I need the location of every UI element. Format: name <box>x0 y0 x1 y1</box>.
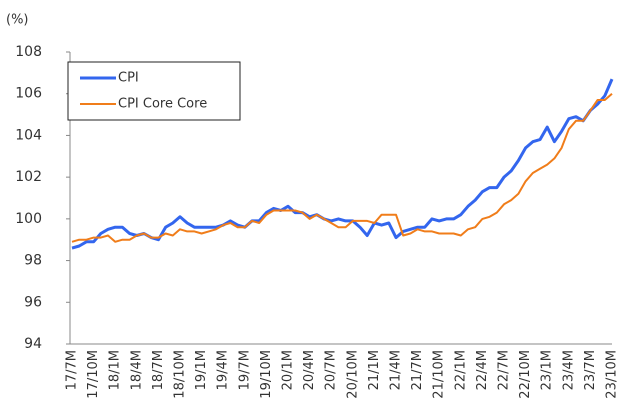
x-tick-label: 19/1M <box>194 350 209 390</box>
y-tick-label: 98 <box>24 253 42 269</box>
y-unit: (%) <box>6 13 29 28</box>
y-tick-label: 108 <box>15 44 42 60</box>
x-tick-label: 20/1M <box>281 350 296 390</box>
x-tick-label: 20/10M <box>345 350 360 399</box>
x-tick-label: 22/1M <box>453 350 468 390</box>
legend-box <box>67 61 241 121</box>
x-tick-label: 21/10M <box>432 350 447 399</box>
legend-label: CPI <box>118 71 139 86</box>
x-tick-label: 19/4M <box>216 350 231 390</box>
x-tick-label: 18/10M <box>173 350 188 399</box>
x-tick-label: 20/4M <box>302 350 317 390</box>
legend-label: CPI Core Core <box>118 97 207 112</box>
x-tick-label: 20/7M <box>324 350 339 390</box>
x-tick-label: 19/10M <box>259 350 274 399</box>
x-tick-label: 22/7M <box>497 350 512 390</box>
x-tick-label: 21/1M <box>367 350 382 390</box>
y-tick-label: 94 <box>24 336 42 352</box>
y-tick-label: 96 <box>24 294 42 310</box>
x-tick-label: 23/4M <box>561 350 576 390</box>
x-tick-label: 18/1M <box>108 350 123 390</box>
series-line <box>71 78 614 250</box>
x-tick-label: 22/10M <box>518 350 533 399</box>
y-tick-label: 100 <box>15 211 42 227</box>
x-tick-label: 21/7M <box>410 350 425 390</box>
x-tick-label: 18/4M <box>129 350 144 390</box>
y-tick-label: 102 <box>15 169 42 185</box>
x-tick-label: 23/7M <box>583 350 598 390</box>
y-tick-label: 106 <box>15 86 42 102</box>
series-line <box>71 92 613 243</box>
x-tick-label: 18/7M <box>151 350 166 390</box>
x-tick-label: 17/7M <box>65 350 80 390</box>
x-tick-label: 17/10M <box>86 350 101 399</box>
x-tick-label: 19/7M <box>237 350 252 390</box>
y-tick-label: 104 <box>15 127 42 143</box>
x-tick-label: 21/4M <box>389 350 404 390</box>
x-tick-label: 23/10M <box>605 350 617 399</box>
x-tick-label: 23/1M <box>540 350 555 390</box>
x-tick-label: 22/4M <box>475 350 490 390</box>
